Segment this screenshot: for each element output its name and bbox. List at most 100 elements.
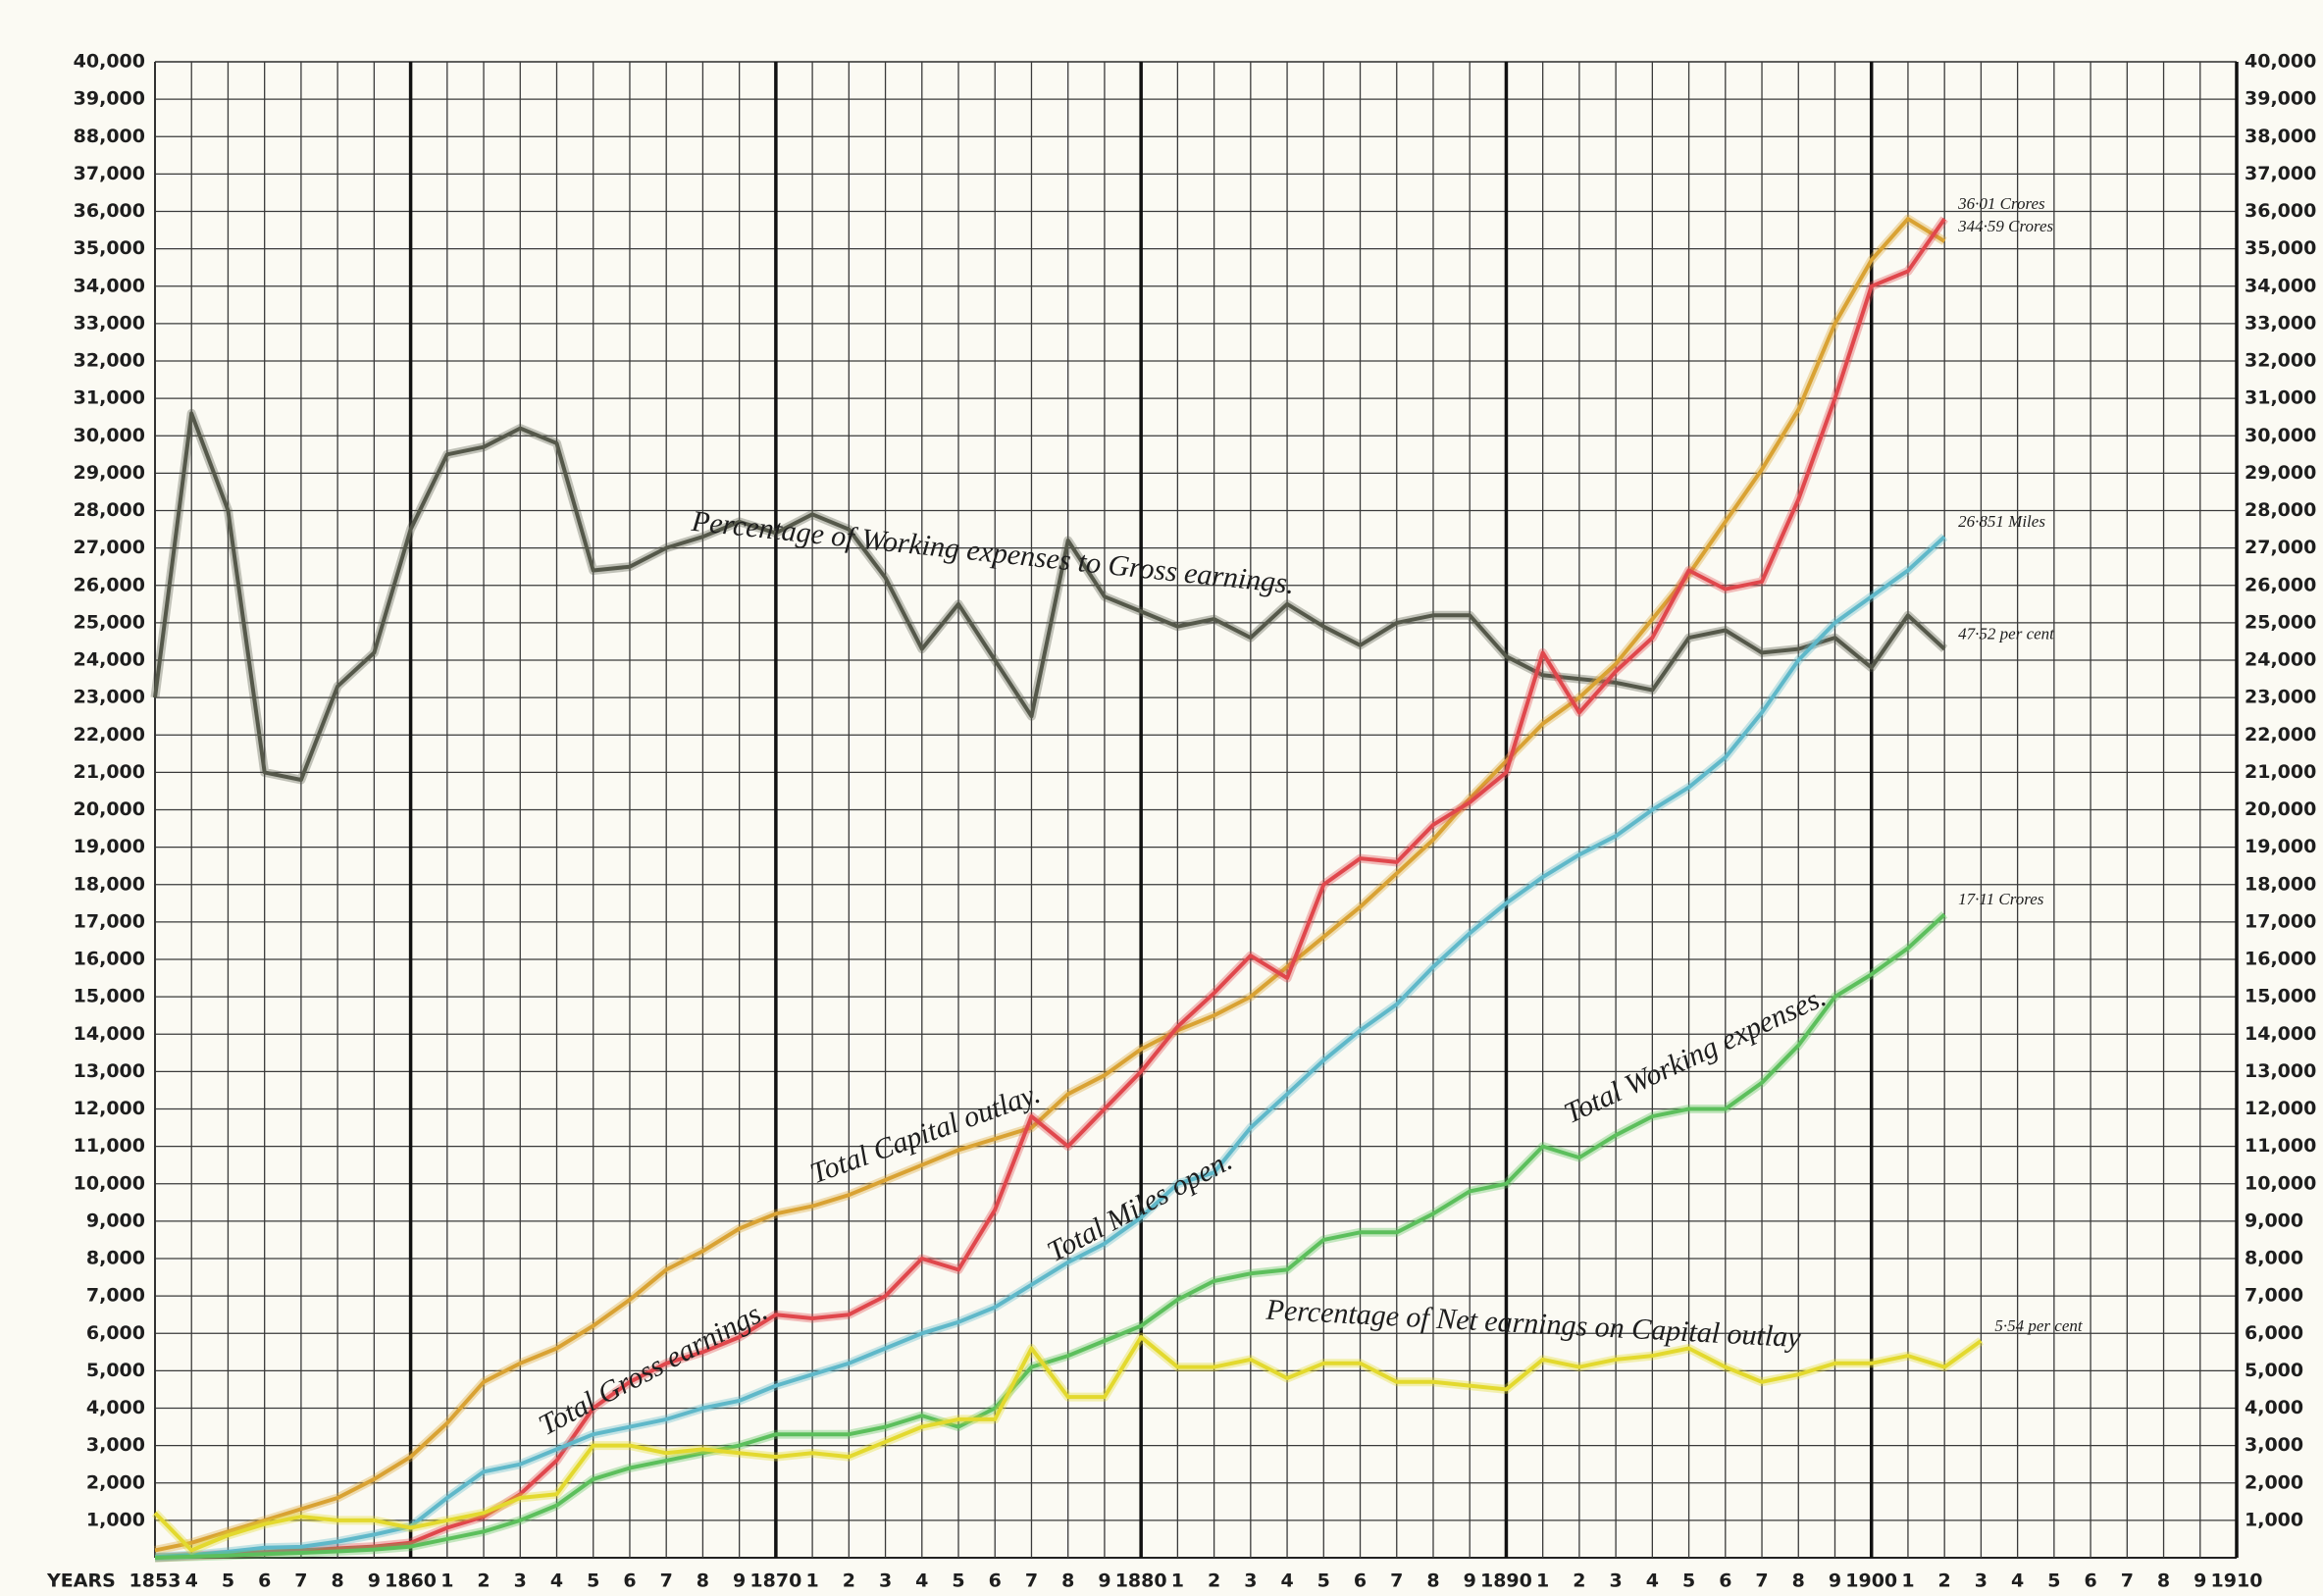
y2-tick-label: 37,000 xyxy=(2245,163,2316,184)
series-line xyxy=(153,1335,1983,1553)
x-tick-label: 8 xyxy=(697,1570,709,1592)
y-tick-label: 12,000 xyxy=(74,1098,145,1119)
y2-tick-label: 8,000 xyxy=(2245,1248,2303,1269)
y-tick-label: 18,000 xyxy=(74,873,145,895)
y-tick-label: 4,000 xyxy=(86,1397,145,1418)
x-tick-label: 1853 xyxy=(129,1570,181,1592)
x-tick-label: 7 xyxy=(1025,1570,1038,1592)
y2-tick-label: 33,000 xyxy=(2245,312,2316,334)
y-tick-label: 2,000 xyxy=(86,1471,145,1493)
x-tick-label: 9 xyxy=(1464,1570,1476,1592)
x-tick-label: 1900 xyxy=(1845,1570,1897,1592)
x-tick-label: 9 xyxy=(2194,1570,2206,1592)
y-tick-label: 20,000 xyxy=(74,798,145,820)
x-tick-label: 2 xyxy=(843,1570,855,1592)
x-tick-label: 1 xyxy=(1171,1570,1184,1592)
y-tick-label: 36,000 xyxy=(74,200,145,222)
x-tick-label: 5 xyxy=(1317,1570,1330,1592)
y-tick-label: 5,000 xyxy=(86,1360,145,1381)
x-tick-label: 4 xyxy=(1646,1570,1659,1592)
y-tick-label: 24,000 xyxy=(74,649,145,671)
y-tick-label: 3,000 xyxy=(86,1434,145,1456)
x-tick-label: 7 xyxy=(660,1570,673,1592)
series-line xyxy=(154,535,1946,1560)
x-tick-label: 3 xyxy=(1975,1570,1987,1592)
y-tick-label: 25,000 xyxy=(74,611,145,633)
y2-tick-label: 18,000 xyxy=(2245,873,2316,895)
x-tick-label: 2 xyxy=(1573,1570,1585,1592)
y2-tick-label: 36,000 xyxy=(2245,200,2316,222)
x-tick-label: 7 xyxy=(1390,1570,1403,1592)
y2-tick-label: 9,000 xyxy=(2245,1210,2303,1231)
x-tick-label: 2 xyxy=(1938,1570,1951,1592)
y-tick-label: 23,000 xyxy=(74,687,145,708)
y2-tick-label: 17,000 xyxy=(2245,910,2316,932)
x-tick-label: 7 xyxy=(1755,1570,1768,1592)
y2-tick-label: 10,000 xyxy=(2245,1172,2316,1194)
y-tick-label: 27,000 xyxy=(74,537,145,558)
y-tick-label: 10,000 xyxy=(74,1172,145,1194)
y-tick-label: 14,000 xyxy=(74,1023,145,1045)
y-tick-label: 34,000 xyxy=(74,275,145,296)
x-tick-label: 8 xyxy=(1792,1570,1805,1592)
x-tick-label: 5 xyxy=(587,1570,599,1592)
y2-tick-label: 30,000 xyxy=(2245,425,2316,446)
y2-tick-label: 6,000 xyxy=(2245,1322,2303,1344)
y-tick-label: 28,000 xyxy=(74,499,145,521)
x-tick-label: 5 xyxy=(222,1570,234,1592)
y-tick-label: 32,000 xyxy=(74,350,145,372)
y-tick-label: 13,000 xyxy=(74,1060,145,1082)
x-tick-label: 1870 xyxy=(749,1570,801,1592)
x-tick-label: 5 xyxy=(952,1570,964,1592)
x-tick-label: 1890 xyxy=(1480,1570,1532,1592)
x-tick-label: 6 xyxy=(623,1570,636,1592)
y-tick-label: 33,000 xyxy=(74,312,145,334)
x-tick-label: 6 xyxy=(989,1570,1002,1592)
end-label: 36·01 Crores xyxy=(1957,194,2045,213)
x-tick-label: 8 xyxy=(1061,1570,1074,1592)
x-tick-label: 2 xyxy=(477,1570,490,1592)
y-tick-label: 30,000 xyxy=(74,425,145,446)
x-tick-label: 6 xyxy=(2084,1570,2096,1592)
y-tick-label: 37,000 xyxy=(74,163,145,184)
y2-tick-label: 39,000 xyxy=(2245,88,2316,110)
y-tick-label: 8,000 xyxy=(86,1248,145,1269)
series-line xyxy=(154,912,1946,1560)
y-tick-label: 29,000 xyxy=(74,462,145,484)
y2-tick-label: 26,000 xyxy=(2245,574,2316,595)
y2-tick-label: 11,000 xyxy=(2245,1135,2316,1157)
y2-tick-label: 25,000 xyxy=(2245,611,2316,633)
y-tick-label: 88,000 xyxy=(74,126,145,147)
y-tick-label: 31,000 xyxy=(74,387,145,409)
x-tick-label: 1910 xyxy=(2211,1570,2263,1592)
end-label: 344·59 Crores xyxy=(1957,217,2053,235)
y2-tick-label: 5,000 xyxy=(2245,1360,2303,1381)
y2-tick-label: 31,000 xyxy=(2245,387,2316,409)
y2-tick-label: 24,000 xyxy=(2245,649,2316,671)
x-tick-label: 9 xyxy=(368,1570,381,1592)
x-tick-label: 1 xyxy=(805,1570,818,1592)
x-tick-label: 6 xyxy=(1354,1570,1367,1592)
y-tick-label: 6,000 xyxy=(86,1322,145,1344)
x-tick-label: 1 xyxy=(440,1570,453,1592)
x-tick-label: 1 xyxy=(1536,1570,1549,1592)
end-label: 47·52 per cent xyxy=(1958,624,2055,643)
y-tick-label: 15,000 xyxy=(74,986,145,1007)
x-tick-label: 3 xyxy=(1244,1570,1257,1592)
x-tick-label: 4 xyxy=(185,1570,198,1592)
y2-tick-label: 40,000 xyxy=(2245,51,2316,73)
y2-tick-label: 27,000 xyxy=(2245,537,2316,558)
y-tick-label: 39,000 xyxy=(74,88,145,110)
x-tick-label: 5 xyxy=(1682,1570,1695,1592)
y2-tick-label: 3,000 xyxy=(2245,1434,2303,1456)
y2-tick-label: 35,000 xyxy=(2245,237,2316,259)
x-axis-label: YEARS xyxy=(46,1570,116,1592)
series-line xyxy=(154,217,1946,1560)
y2-tick-label: 7,000 xyxy=(2245,1285,2303,1307)
y-tick-label: 22,000 xyxy=(74,724,145,746)
x-tick-label: 6 xyxy=(258,1570,271,1592)
y2-tick-label: 34,000 xyxy=(2245,275,2316,296)
x-tick-label: 3 xyxy=(1610,1570,1623,1592)
x-tick-label: 9 xyxy=(733,1570,746,1592)
